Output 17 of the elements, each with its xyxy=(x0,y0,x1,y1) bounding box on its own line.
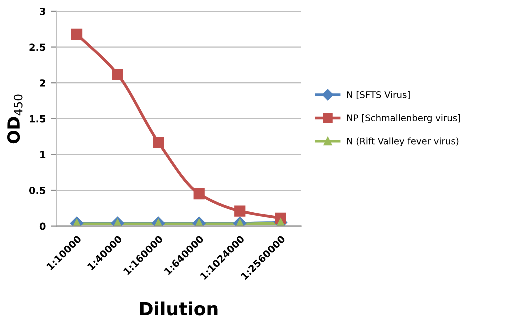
point xyxy=(234,206,246,217)
y-tick-label: 2.5 xyxy=(30,44,46,52)
point xyxy=(71,28,83,40)
point xyxy=(194,188,205,200)
point xyxy=(112,68,124,80)
y-tick-label: 0.5 xyxy=(29,186,46,194)
x-axis-title: Dilution xyxy=(140,302,218,316)
legend-label: NP [Schmallenberg virus] xyxy=(347,114,460,124)
y-tick-label: 1.5 xyxy=(30,116,46,123)
y-axis-title: OD$_{450}$ xyxy=(7,94,23,144)
legend-label: N (Rift Valley fever virus) xyxy=(347,138,459,146)
legend-label: N [SFTS Virus] xyxy=(347,91,410,100)
y-tick-label: 1 xyxy=(40,151,46,158)
point xyxy=(153,136,164,148)
y-tick-label: 3 xyxy=(40,8,46,16)
y-tick-label: 0 xyxy=(40,222,46,230)
y-tick-label: 2 xyxy=(40,80,46,87)
